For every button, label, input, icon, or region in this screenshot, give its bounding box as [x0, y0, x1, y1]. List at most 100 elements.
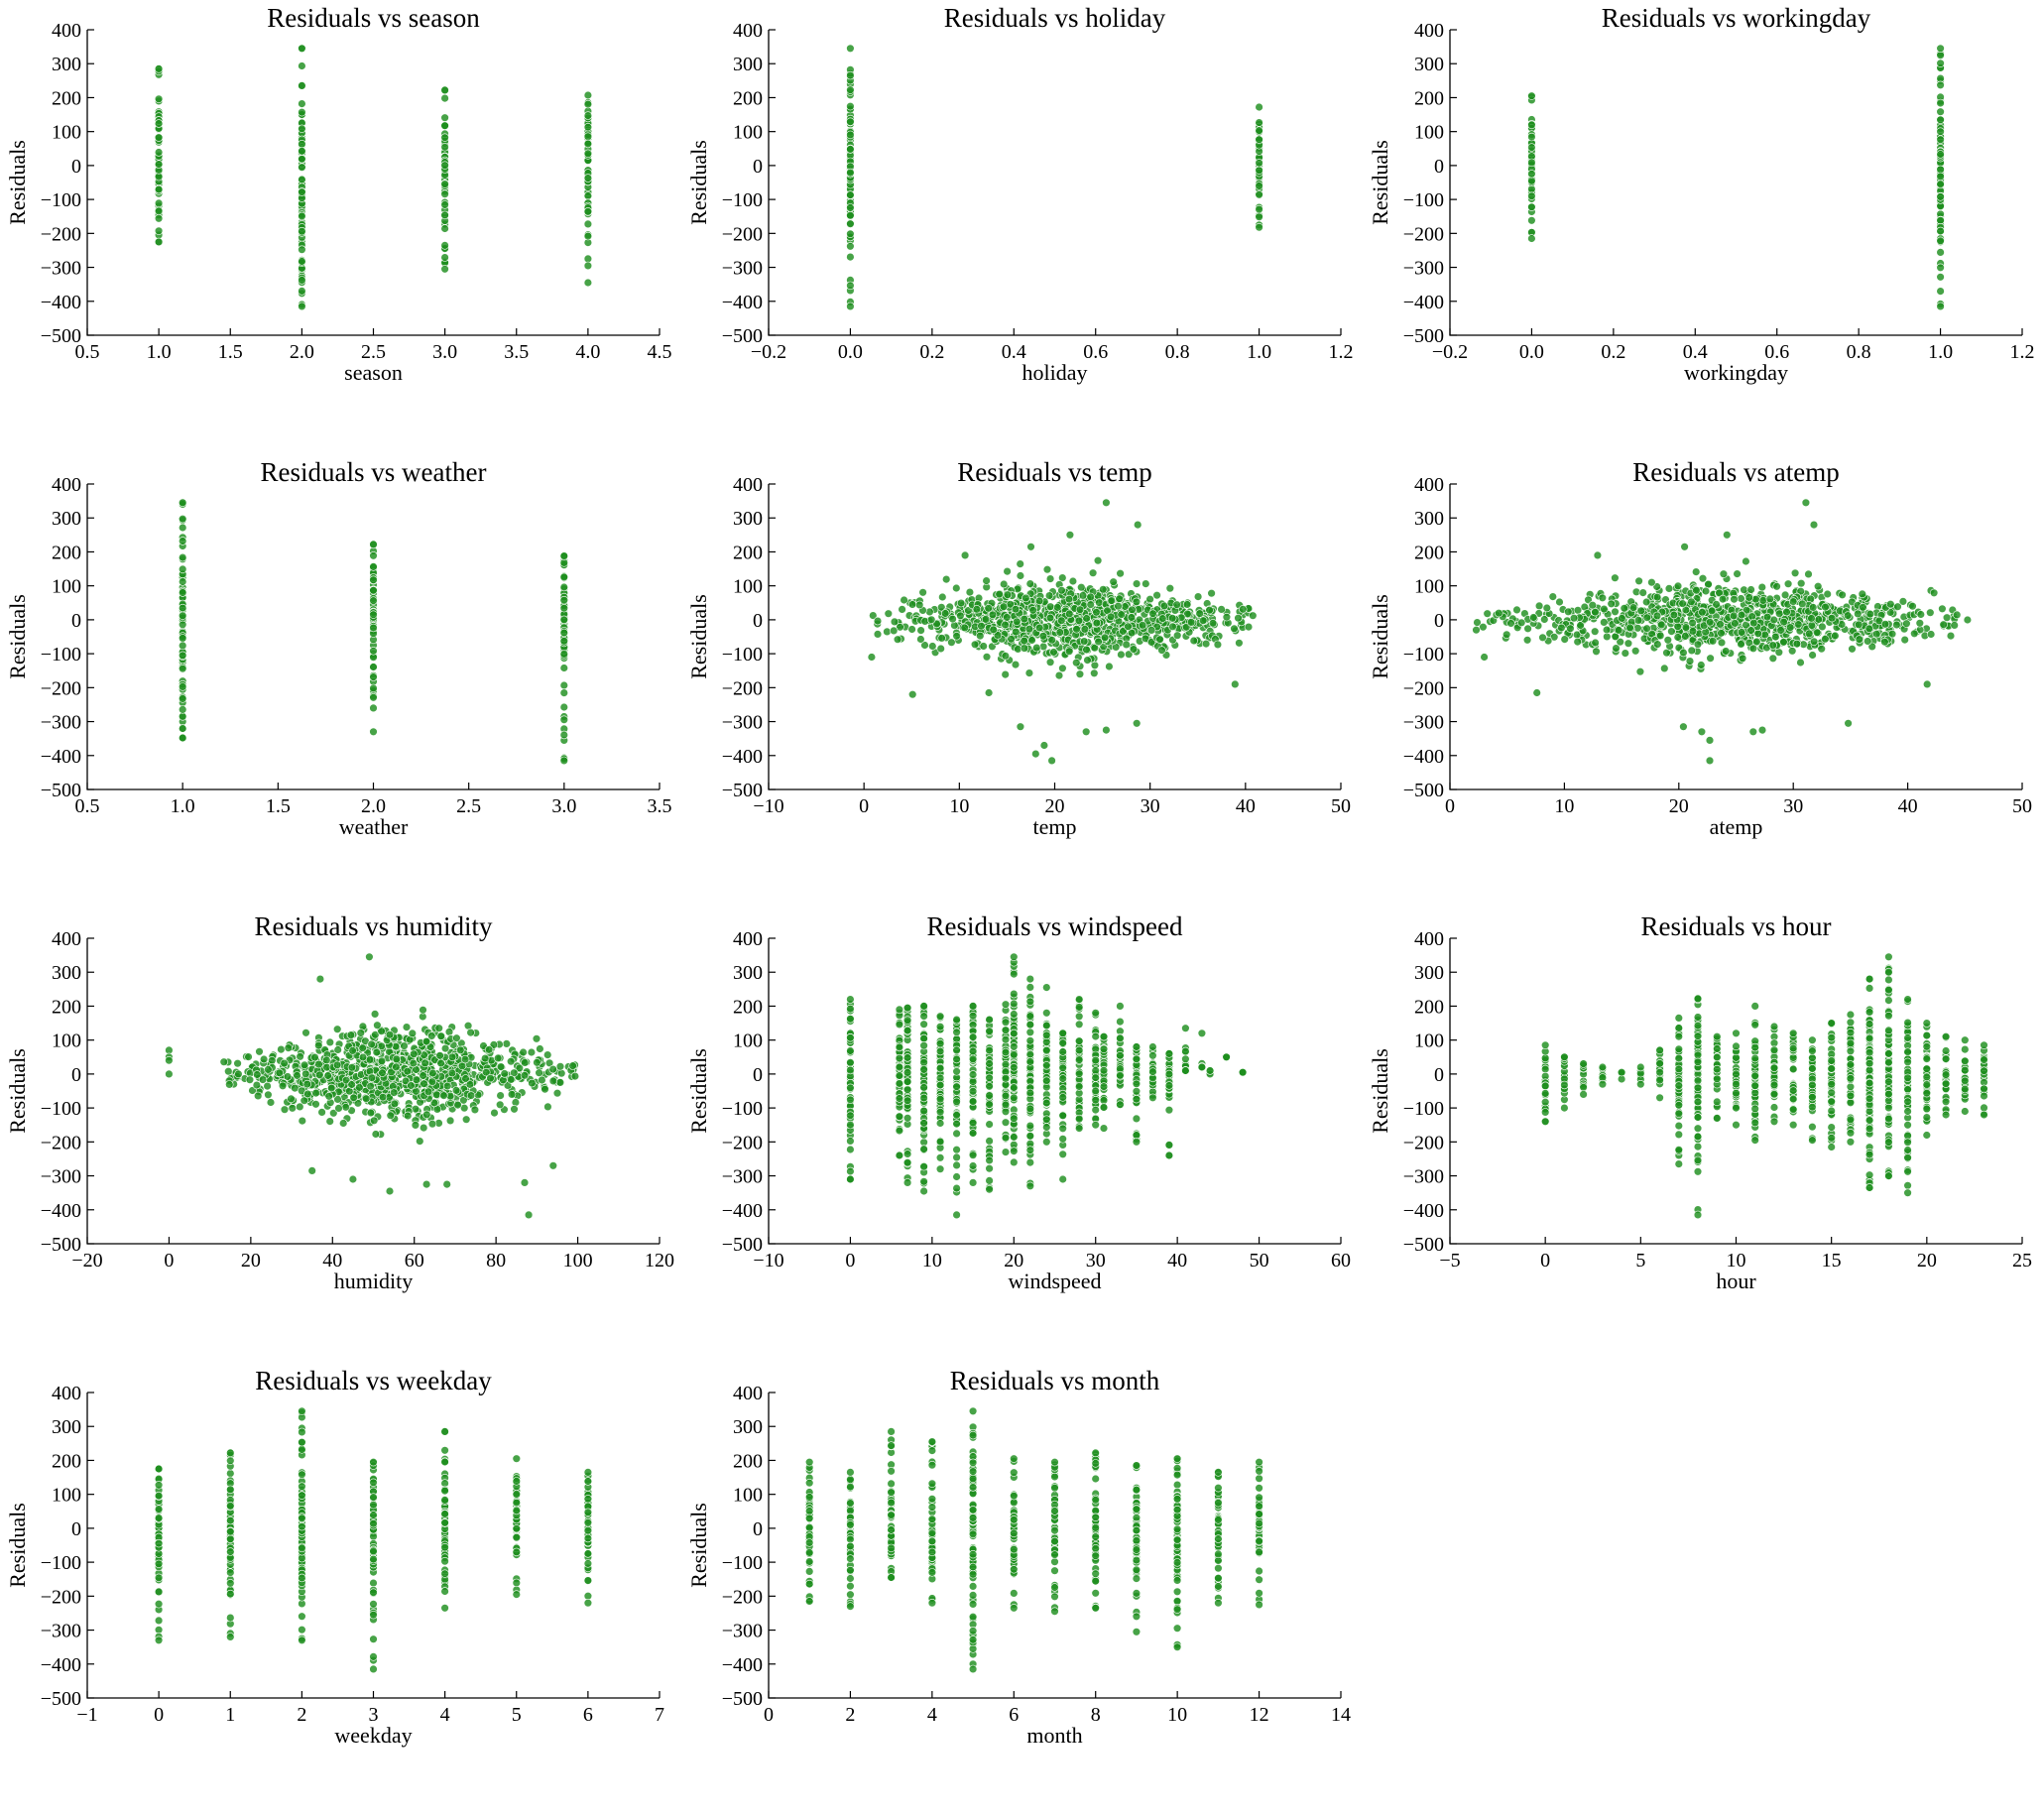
scatter-point: [1008, 635, 1016, 643]
scatter-point: [253, 1071, 261, 1079]
scatter-point: [1075, 1125, 1083, 1133]
plot-hour: Residuals vs hour4003002001000−100−200−3…: [1363, 908, 2044, 1363]
scatter-point: [1081, 626, 1089, 634]
scatter-point: [549, 1077, 557, 1085]
y-tick-label: −200: [722, 1132, 763, 1153]
scatter-point: [436, 1051, 444, 1059]
scatter-point: [1026, 1147, 1034, 1154]
scatter-point: [1815, 616, 1823, 624]
scatter-point: [1822, 635, 1830, 643]
scatter-point: [1637, 607, 1645, 615]
scatter-point: [1549, 593, 1557, 601]
x-tick-label: 2.0: [290, 341, 314, 363]
axis-spines: [87, 30, 660, 335]
y-tick-label: 0: [71, 156, 81, 178]
scatter-point: [428, 1078, 436, 1086]
scatter-point: [1788, 647, 1796, 655]
y-tick-label: −100: [1403, 1098, 1444, 1120]
scatter-point: [1002, 670, 1010, 678]
scatter-point: [903, 1158, 911, 1166]
scatter-point: [179, 652, 186, 660]
scatter-point: [969, 1098, 977, 1106]
scatter-point: [1133, 1115, 1141, 1123]
y-tick-label: 200: [733, 87, 763, 109]
scatter-point: [441, 201, 449, 209]
x-tick-label: 0: [859, 795, 869, 817]
scatter-point: [1117, 1101, 1125, 1109]
scatter-point: [265, 1091, 273, 1099]
scatter-point: [982, 616, 990, 624]
x-tick-label: 0: [164, 1250, 174, 1272]
scatter-point: [560, 616, 568, 624]
scatter-point: [1142, 580, 1149, 588]
scatter-point: [560, 604, 568, 612]
scatter-point: [1031, 750, 1039, 758]
scatter-point: [155, 161, 163, 169]
scatter-point: [1903, 620, 1911, 628]
scatter-point: [441, 242, 449, 250]
scatter-point: [1202, 640, 1210, 648]
scatter-point: [953, 1130, 961, 1138]
scatter-point: [1077, 583, 1085, 591]
scatter-point: [903, 1017, 911, 1025]
scatter-point: [366, 1056, 374, 1064]
scatter-point: [301, 1061, 308, 1069]
scatter-point: [1042, 1077, 1050, 1085]
scatter-point: [1076, 606, 1084, 614]
scatter-point: [1558, 624, 1566, 632]
scatter-point: [969, 1162, 977, 1170]
scatter-point: [560, 629, 568, 637]
scatter-point: [1600, 619, 1608, 627]
x-tick-label: 1.0: [1928, 341, 1953, 363]
scatter-point: [936, 1023, 944, 1030]
scatter-point: [1002, 652, 1010, 660]
scatter-point: [1937, 264, 1945, 272]
scatter-point: [1937, 136, 1945, 144]
scatter-point: [1660, 665, 1668, 672]
scatter-point: [441, 162, 449, 170]
scatter-point: [179, 665, 186, 672]
scatter-point: [1073, 625, 1081, 633]
scatter-point: [1894, 603, 1902, 611]
scatter-point: [1947, 632, 1955, 640]
scatter-point: [903, 1179, 911, 1187]
scatter-point: [326, 1118, 334, 1126]
scatter-point: [1156, 636, 1164, 644]
x-tick-label: 0.2: [919, 341, 944, 363]
y-tick-label: −100: [1403, 189, 1444, 211]
scatter-point: [1682, 624, 1690, 632]
y-tick-label: 300: [52, 54, 81, 75]
scatter-point: [1059, 1125, 1067, 1133]
x-tick-label: 20: [241, 1250, 261, 1272]
scatter-point: [1624, 640, 1632, 648]
scatter-point: [179, 604, 186, 612]
x-tick-label: 1.5: [266, 795, 291, 817]
scatter-point: [1002, 1119, 1010, 1127]
scatter-point: [1529, 614, 1537, 622]
y-tick-label: −400: [41, 292, 81, 313]
scatter-point: [1182, 1047, 1190, 1055]
scatter-point: [1743, 557, 1750, 565]
scatter-point: [1042, 1009, 1050, 1017]
scatter-point: [584, 262, 592, 270]
scatter-point: [521, 1179, 529, 1187]
scatter-point: [541, 1085, 549, 1093]
scatter-point: [503, 1040, 511, 1048]
scatter-point: [299, 277, 306, 285]
x-tick-label: 10: [922, 1250, 942, 1272]
y-tick-label: 400: [52, 20, 81, 42]
scatter-point: [978, 622, 986, 630]
scatter-point: [456, 1046, 464, 1054]
scatter-point: [1495, 609, 1503, 617]
scatter-point: [299, 155, 306, 163]
scatter-point: [1603, 626, 1611, 634]
scatter-point: [497, 1063, 505, 1071]
scatter-point: [1168, 614, 1176, 622]
y-tick-label: 200: [1414, 542, 1444, 563]
scatter-point: [1083, 615, 1091, 623]
scatter-point: [1664, 636, 1672, 644]
plot-season: Residuals vs season4003002001000−100−200…: [0, 0, 681, 454]
scatter-point: [179, 578, 186, 586]
plot-workingday: Residuals vs workingday4003002001000−100…: [1363, 0, 2044, 454]
x-tick-label: 50: [1250, 1250, 1269, 1272]
